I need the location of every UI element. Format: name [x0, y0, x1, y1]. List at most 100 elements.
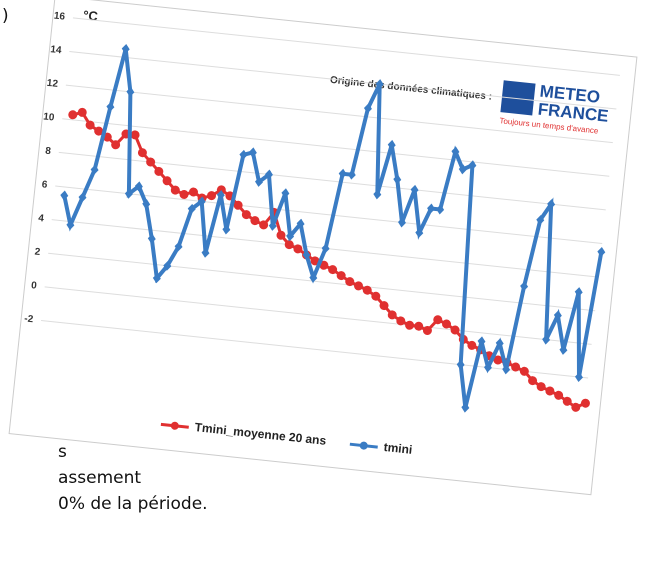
legend-marker: [359, 441, 368, 450]
data-point: [528, 376, 538, 386]
data-point: [216, 189, 225, 200]
data-point: [495, 338, 504, 349]
data-point: [126, 86, 135, 97]
data-point: [483, 362, 492, 373]
y-tick-label: 0: [31, 280, 38, 292]
data-point: [321, 243, 330, 254]
grid-line: [65, 84, 613, 144]
data-point: [536, 215, 545, 225]
data-point: [458, 164, 467, 175]
data-point: [152, 273, 161, 284]
unit-label: °C: [82, 7, 99, 24]
data-point: [554, 390, 564, 400]
data-point: [134, 181, 143, 192]
data-point: [296, 218, 305, 229]
data-point: [241, 210, 251, 220]
data-point: [338, 168, 347, 179]
data-point: [201, 247, 210, 258]
data-point: [90, 164, 99, 175]
y-tick-label: -2: [24, 313, 34, 325]
data-point: [405, 320, 415, 330]
series-line: [62, 48, 604, 409]
data-point: [197, 196, 206, 207]
data-point: [264, 169, 273, 180]
data-point: [451, 146, 460, 157]
data-point: [553, 310, 562, 321]
data-point: [106, 101, 115, 112]
data-point: [442, 319, 452, 329]
data-point: [216, 185, 226, 195]
data-point: [309, 272, 318, 283]
data-point: [188, 187, 198, 197]
y-tick-label: 16: [53, 11, 66, 23]
data-point: [433, 315, 443, 325]
legend-marker: [170, 421, 179, 430]
grid-line: [55, 185, 603, 245]
data-point: [347, 169, 356, 180]
data-point: [571, 402, 581, 412]
data-point: [268, 220, 277, 231]
data-point: [111, 140, 121, 150]
y-tick-label: 4: [38, 213, 45, 225]
data-point: [545, 386, 555, 396]
text-fragment: s: [58, 442, 67, 462]
text-fragment: assement: [58, 468, 141, 488]
data-point: [147, 233, 156, 244]
y-tick-label: 14: [50, 44, 63, 56]
data-point: [502, 364, 511, 375]
data-point: [187, 203, 196, 214]
data-point: [239, 149, 248, 160]
data-point: [66, 220, 75, 230]
data-point: [250, 216, 260, 226]
data-point: [281, 188, 290, 199]
data-point: [154, 166, 164, 176]
data-point: [410, 184, 419, 195]
data-point: [461, 402, 470, 413]
data-point: [456, 359, 465, 370]
text-fragment: 0% de la période.: [58, 494, 208, 514]
data-point: [121, 43, 130, 54]
data-point: [78, 192, 87, 203]
data-point: [137, 148, 147, 158]
data-point: [142, 199, 151, 210]
data-point: [542, 334, 551, 345]
data-point: [511, 362, 521, 372]
data-point: [345, 277, 355, 287]
data-point: [284, 240, 294, 250]
y-tick-label: 8: [45, 146, 52, 158]
data-point: [436, 204, 445, 215]
data-point: [353, 281, 363, 291]
data-point: [574, 287, 583, 298]
data-point: [580, 398, 590, 408]
grid-line: [48, 252, 596, 312]
data-point: [393, 174, 402, 185]
data-point: [536, 382, 546, 392]
data-point: [207, 191, 217, 201]
data-point: [362, 285, 372, 295]
data-point: [162, 176, 172, 186]
data-point: [379, 301, 389, 311]
data-point: [222, 224, 231, 235]
data-point: [130, 130, 140, 140]
grid-line: [69, 51, 617, 110]
data-point: [387, 139, 396, 150]
grid-line: [72, 17, 620, 76]
data-point: [520, 281, 529, 292]
data-point: [493, 355, 503, 365]
text-fragment: ): [2, 6, 9, 26]
y-tick-label: 10: [43, 111, 56, 123]
legend-label: tmini: [383, 440, 413, 457]
data-point: [387, 310, 397, 320]
data-point: [559, 344, 568, 355]
data-point: [363, 103, 372, 114]
data-point: [468, 160, 477, 171]
data-point: [477, 336, 486, 347]
data-point: [170, 185, 180, 195]
data-point: [467, 340, 477, 350]
y-tick-label: 12: [46, 78, 59, 90]
y-tick-label: 2: [34, 247, 41, 259]
data-point: [248, 147, 257, 158]
data-point: [575, 372, 583, 383]
data-point: [373, 189, 382, 200]
